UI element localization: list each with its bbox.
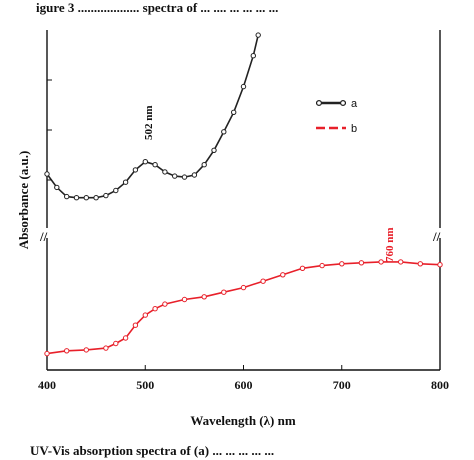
legend-label-b: b xyxy=(351,123,357,135)
series-b-point-9 xyxy=(162,301,168,307)
plot-frame xyxy=(46,30,441,371)
peak-label-b: 760 nm xyxy=(384,227,396,262)
series-a-point-8 xyxy=(122,179,129,185)
series-b-line xyxy=(46,261,441,355)
x-tick-label-600: 600 xyxy=(235,378,253,392)
top-caption: igure 3 ................... spectra of .… xyxy=(36,0,278,15)
legend-label-a: a xyxy=(351,98,358,110)
series-a-point-16 xyxy=(201,162,207,168)
series-b-point-11 xyxy=(201,294,207,300)
series-a-point-22 xyxy=(255,32,261,38)
x-ticks: 400 500 600 700 800 xyxy=(38,365,449,392)
series-a-point-7 xyxy=(113,187,119,194)
series-b-point-15 xyxy=(280,272,286,278)
series-b-point-20 xyxy=(378,259,384,265)
series-b-point-7 xyxy=(142,312,149,318)
series-b-point-21 xyxy=(398,259,404,265)
x-tick-label-800: 800 xyxy=(431,378,449,392)
series-a-point-9 xyxy=(132,167,139,173)
series-a-point-19 xyxy=(231,109,237,116)
series-b-point-2 xyxy=(83,347,90,353)
series-b-point-8 xyxy=(152,306,158,312)
left-axis-break: // xyxy=(39,229,48,244)
series-a-point-3 xyxy=(73,195,80,201)
series-b-point-10 xyxy=(181,296,188,303)
series-a-point-13 xyxy=(172,173,178,179)
series-a-point-21 xyxy=(250,53,257,59)
series-a-point-20 xyxy=(240,83,247,90)
series-a-point-17 xyxy=(211,147,217,154)
series-b-point-3 xyxy=(103,345,109,351)
series-a-point-5 xyxy=(93,195,99,201)
series-b-point-14 xyxy=(260,278,266,284)
series-b-point-18 xyxy=(339,261,345,267)
y-axis-title: Absorbance (a.u.) xyxy=(16,151,31,250)
legend-marker-a-1 xyxy=(316,99,323,106)
legend: a b xyxy=(316,98,358,135)
series-b-point-23 xyxy=(437,262,443,268)
right-axis-break: // xyxy=(432,229,441,244)
series-b-point-1 xyxy=(64,348,70,354)
series-a-point-14 xyxy=(181,174,188,180)
series-b-point-0 xyxy=(44,350,50,357)
series-a-point-11 xyxy=(152,162,158,168)
series-b-point-5 xyxy=(122,335,129,341)
series-b-point-22 xyxy=(417,261,423,267)
series-layer xyxy=(44,32,443,357)
x-axis-title: Wavelength (λ) nm xyxy=(190,413,295,428)
series-b-point-19 xyxy=(358,260,365,266)
series-b-point-16 xyxy=(299,265,306,271)
series-a-point-18 xyxy=(221,129,227,135)
series-a-point-12 xyxy=(162,169,168,175)
x-tick-label-500: 500 xyxy=(136,378,154,392)
series-b-point-13 xyxy=(240,284,247,291)
peak-label-a: 502 nm xyxy=(143,105,155,140)
series-b-point-4 xyxy=(113,340,119,347)
series-b-point-12 xyxy=(221,289,227,295)
axis-break-marks: // // xyxy=(39,228,447,244)
series-a-point-2 xyxy=(64,193,70,200)
series-b-point-6 xyxy=(132,322,139,328)
series-b-point-17 xyxy=(319,262,325,269)
x-tick-label-700: 700 xyxy=(333,378,351,392)
bottom-caption: UV-Vis absorption spectra of (a) ... ...… xyxy=(30,443,274,458)
y-axis-ticks xyxy=(47,79,52,181)
x-tick-label-400: 400 xyxy=(38,378,56,392)
series-a-point-4 xyxy=(83,195,90,201)
series-a-point-15 xyxy=(191,172,198,178)
series-a-point-0 xyxy=(44,171,50,177)
legend-marker-a-2 xyxy=(340,99,347,106)
series-a-point-10 xyxy=(142,159,149,165)
series-a-point-6 xyxy=(103,192,109,199)
series-a-point-1 xyxy=(54,184,60,191)
